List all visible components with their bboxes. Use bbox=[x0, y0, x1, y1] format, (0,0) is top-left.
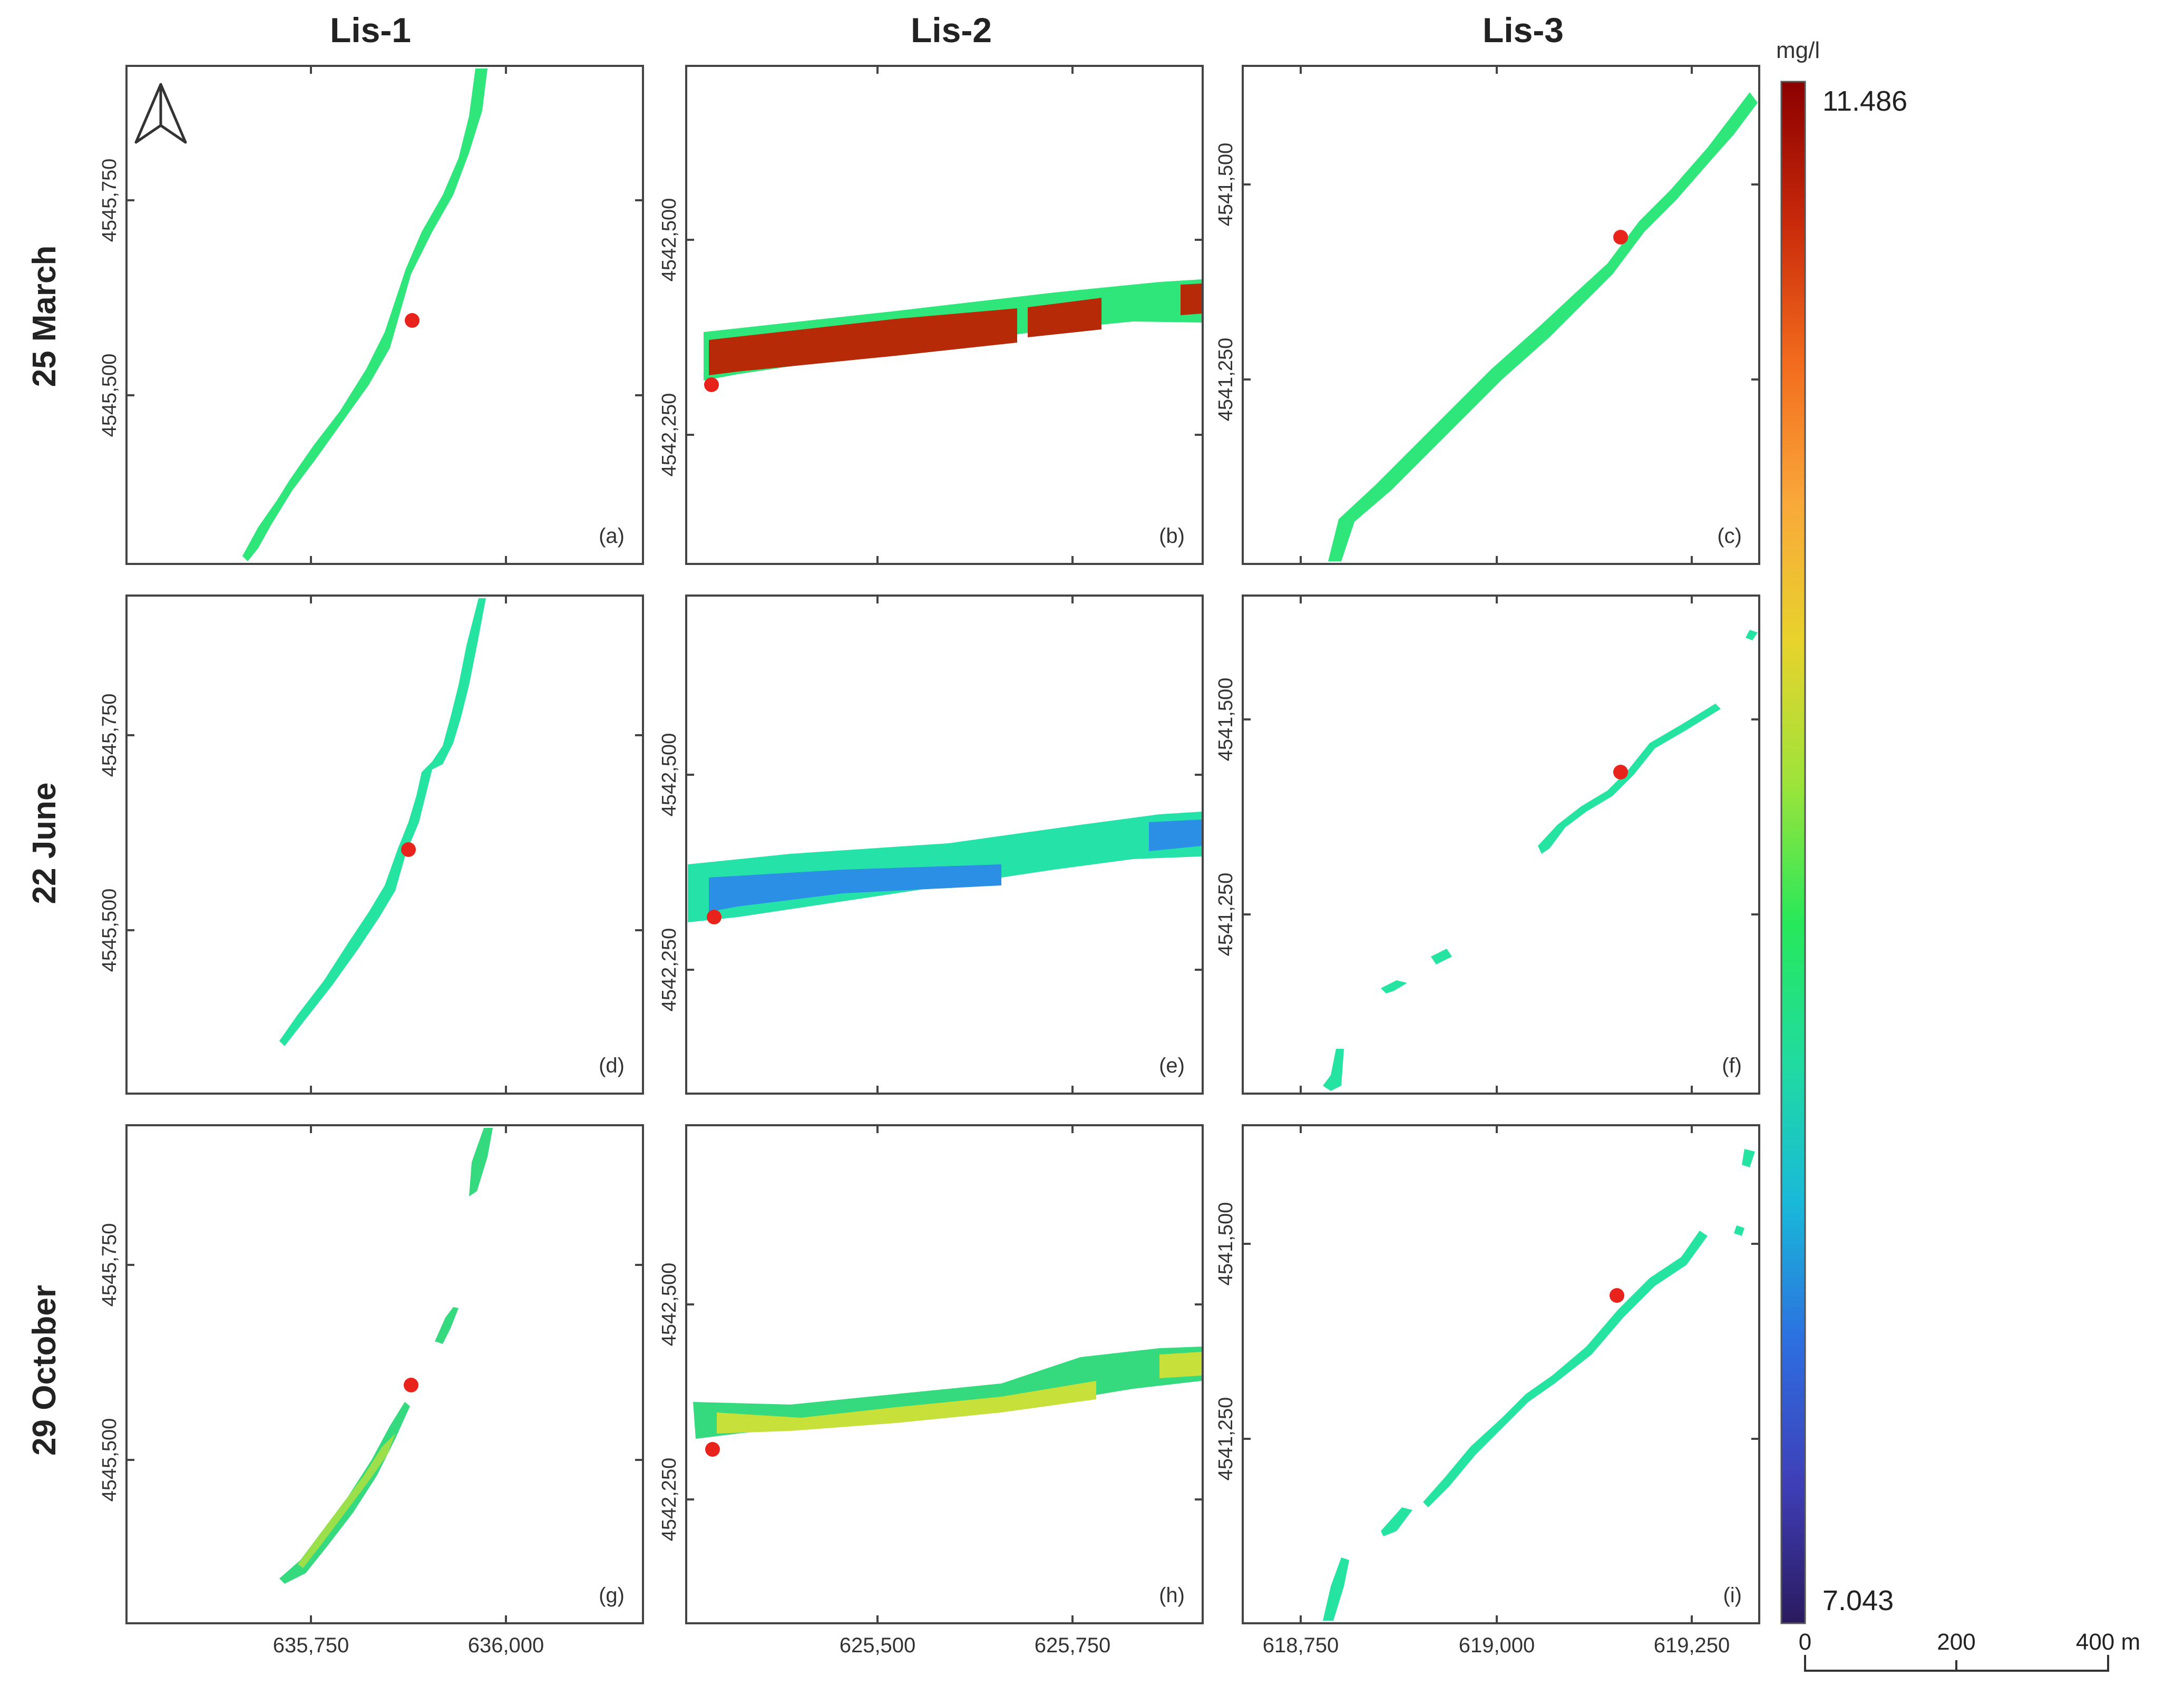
x-tick-label: 625,750 bbox=[1035, 1634, 1111, 1657]
scale-label-200: 200 bbox=[1937, 1629, 1975, 1655]
water-body bbox=[1323, 1049, 1344, 1091]
panel-frame bbox=[1242, 595, 1760, 1095]
water-body bbox=[1328, 92, 1758, 561]
row-header-22-june: 22 June bbox=[26, 783, 63, 904]
panel-frame bbox=[1242, 1124, 1760, 1624]
water-body bbox=[1742, 1149, 1755, 1167]
water-body bbox=[1181, 284, 1202, 315]
sampling-point-marker bbox=[405, 313, 420, 328]
row-header-25-march: 25 March bbox=[26, 246, 63, 387]
y-tick-label: 4541,250 bbox=[1215, 873, 1237, 957]
colorbar: mg/l 11.486 7.043 bbox=[1776, 37, 1907, 1624]
scale-bar: 0 200 400 m bbox=[1799, 1629, 2140, 1672]
sampling-point-marker bbox=[401, 842, 416, 857]
panel-label: (h) bbox=[1159, 1584, 1185, 1607]
column-header-lis-3: Lis-3 bbox=[1483, 11, 1564, 50]
x-tick-label: 636,000 bbox=[468, 1634, 544, 1657]
scale-label-400: 400 m bbox=[2076, 1629, 2140, 1655]
y-tick-label: 4542,250 bbox=[658, 1458, 680, 1542]
x-tick-label: 635,750 bbox=[273, 1634, 349, 1657]
panel-g: (g) bbox=[125, 1124, 644, 1624]
panel-label: (f) bbox=[1722, 1054, 1742, 1077]
water-body bbox=[717, 1381, 1096, 1434]
water-body bbox=[1381, 1507, 1412, 1536]
panel-frame bbox=[125, 595, 644, 1095]
water-body bbox=[709, 308, 1017, 375]
colorbar-ramp bbox=[1780, 81, 1806, 1624]
panel-a: (a) bbox=[125, 65, 644, 565]
panel-label: (c) bbox=[1717, 524, 1742, 548]
panel-frame bbox=[125, 65, 644, 565]
water-body bbox=[1746, 630, 1758, 640]
panel-f: (f) bbox=[1242, 595, 1760, 1095]
water-body bbox=[1028, 298, 1101, 337]
water-body bbox=[298, 1434, 395, 1568]
y-tick-label: 4545,750 bbox=[99, 694, 121, 777]
water-body bbox=[1734, 1225, 1744, 1236]
y-tick-label: 4545,500 bbox=[99, 354, 121, 437]
x-tick-label: 618,750 bbox=[1263, 1634, 1339, 1657]
panel-i: (i) bbox=[1242, 1124, 1760, 1624]
water-margin bbox=[435, 1307, 459, 1344]
water-body bbox=[1423, 1231, 1708, 1507]
panel-c: (c) bbox=[1242, 65, 1760, 565]
y-tick-label: 4545,750 bbox=[99, 159, 121, 242]
x-tick-label: 625,500 bbox=[840, 1634, 916, 1657]
panel-label: (e) bbox=[1159, 1054, 1185, 1077]
sampling-point-marker bbox=[704, 377, 719, 392]
sampling-point-marker bbox=[1610, 1288, 1624, 1303]
panel-label: (b) bbox=[1159, 524, 1185, 548]
water-body bbox=[1381, 980, 1407, 993]
water-body bbox=[1149, 820, 1202, 851]
tick-marks bbox=[126, 66, 1759, 1623]
panel-frame bbox=[125, 1124, 644, 1624]
y-tick-label: 4541,250 bbox=[1215, 1397, 1237, 1481]
x-tick-label: 619,250 bbox=[1654, 1634, 1730, 1657]
y-tick-label: 4542,500 bbox=[658, 733, 680, 817]
panel-d: (d) bbox=[125, 595, 644, 1095]
water-body bbox=[1159, 1352, 1202, 1378]
water-body bbox=[1323, 1557, 1349, 1621]
panel-h: (h) bbox=[685, 1124, 1204, 1624]
panel-e: (e) bbox=[685, 595, 1204, 1095]
colorbar-max-label: 11.486 bbox=[1822, 85, 1907, 117]
water-body bbox=[709, 864, 1001, 912]
water-body bbox=[1538, 704, 1721, 854]
panel-frame bbox=[1242, 65, 1760, 565]
y-tick-label: 4542,250 bbox=[658, 928, 680, 1012]
sampling-point-marker bbox=[1613, 765, 1628, 779]
panel-label: (d) bbox=[599, 1054, 625, 1077]
north-arrow-icon bbox=[134, 83, 187, 144]
x-tick-label: 619,000 bbox=[1459, 1634, 1535, 1657]
y-tick-label: 4542,250 bbox=[658, 393, 680, 477]
row-header-29-october: 29 October bbox=[26, 1285, 63, 1456]
y-tick-label: 4541,250 bbox=[1215, 338, 1237, 422]
scale-label-0: 0 bbox=[1799, 1629, 1811, 1655]
panel-b: (b) bbox=[685, 65, 1204, 565]
y-tick-label: 4545,500 bbox=[99, 889, 121, 972]
panel-label: (a) bbox=[599, 524, 625, 548]
y-tick-label: 4541,500 bbox=[1215, 143, 1237, 227]
panel-label: (g) bbox=[599, 1584, 625, 1607]
water-margin bbox=[279, 1402, 410, 1584]
y-tick-label: 4541,500 bbox=[1215, 1202, 1237, 1286]
y-tick-label: 4545,750 bbox=[99, 1223, 121, 1307]
y-tick-label: 4545,500 bbox=[99, 1418, 121, 1502]
y-tick-label: 4542,500 bbox=[658, 198, 680, 282]
column-header-lis-2: Lis-2 bbox=[911, 11, 992, 50]
water-margin bbox=[469, 1128, 493, 1196]
y-tick-label: 4541,500 bbox=[1215, 678, 1237, 762]
y-tick-label: 4542,500 bbox=[658, 1263, 680, 1347]
colorbar-unit: mg/l bbox=[1776, 37, 1820, 63]
sampling-point-marker bbox=[705, 1442, 720, 1457]
panel-label: (i) bbox=[1723, 1584, 1742, 1607]
column-header-lis-1: Lis-1 bbox=[330, 11, 411, 50]
sampling-point-marker bbox=[1613, 230, 1628, 245]
sampling-point-marker bbox=[707, 910, 721, 924]
colorbar-min-label: 7.043 bbox=[1822, 1585, 1894, 1616]
sampling-point-marker bbox=[404, 1378, 418, 1392]
water-body bbox=[1431, 949, 1452, 964]
